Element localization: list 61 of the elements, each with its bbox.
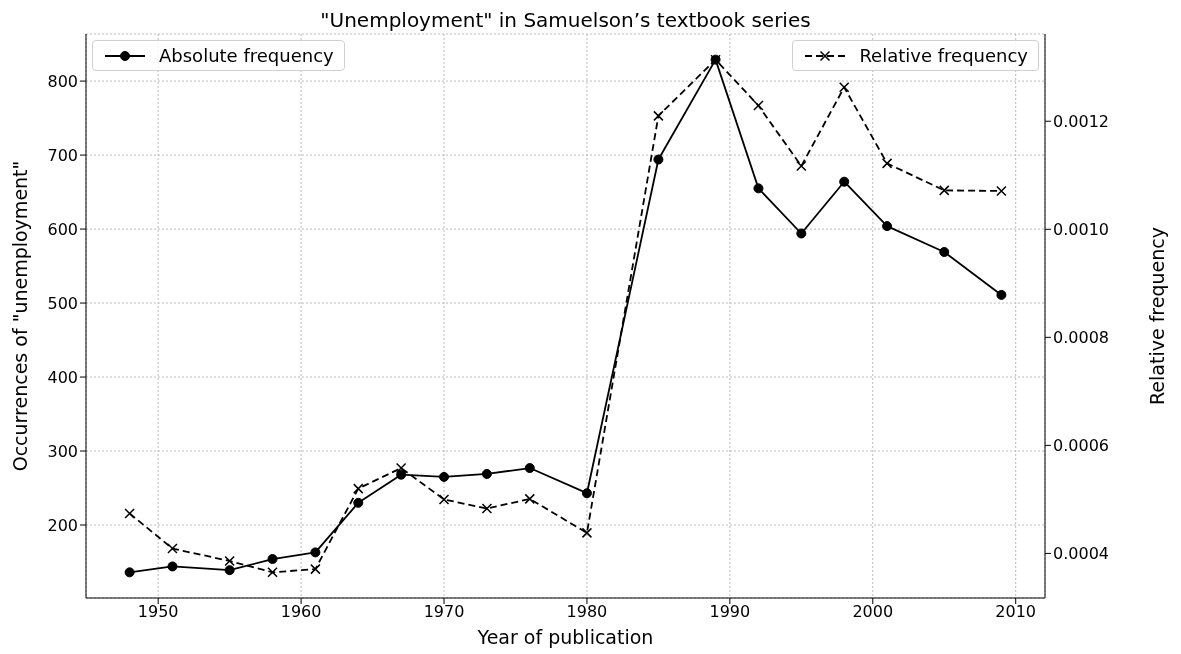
point bbox=[524, 493, 536, 505]
point bbox=[267, 567, 278, 578]
point bbox=[796, 160, 807, 172]
x-tick-label: 1990 bbox=[709, 602, 751, 622]
point bbox=[481, 468, 492, 479]
point bbox=[267, 554, 278, 565]
point bbox=[124, 508, 135, 519]
y-tick-label: 600 bbox=[47, 219, 78, 239]
point bbox=[481, 503, 493, 514]
point bbox=[438, 494, 450, 505]
legend-label: Relative frequency bbox=[859, 45, 1028, 66]
point bbox=[882, 221, 893, 232]
point bbox=[310, 563, 321, 575]
point bbox=[439, 471, 450, 482]
chart-title: "Unemployment" in Samuelson’s textbook series bbox=[319, 8, 812, 32]
point bbox=[653, 154, 664, 165]
y2-tick-label: 0.0004 bbox=[1053, 544, 1109, 564]
x-tick-label: 2010 bbox=[995, 602, 1037, 622]
x-tick-label: 1950 bbox=[137, 602, 179, 622]
y2-axis-title: Relative frequency bbox=[1145, 227, 1168, 405]
point bbox=[310, 547, 321, 558]
point bbox=[224, 555, 235, 567]
y-tick-label: 300 bbox=[47, 441, 78, 461]
y-tick-label: 700 bbox=[47, 145, 78, 165]
point bbox=[124, 567, 135, 578]
point bbox=[839, 176, 850, 187]
point bbox=[167, 561, 178, 572]
point bbox=[524, 463, 535, 474]
y-tick-label: 800 bbox=[47, 71, 78, 91]
y-axis-title: Occurrences of "unemployment" bbox=[8, 160, 31, 472]
y-tick-label: 500 bbox=[47, 293, 78, 313]
point bbox=[395, 462, 407, 474]
point bbox=[939, 247, 950, 257]
x-tick-label: 1980 bbox=[566, 602, 608, 622]
point bbox=[353, 483, 364, 494]
point bbox=[881, 158, 893, 169]
point bbox=[396, 469, 407, 480]
point bbox=[838, 81, 850, 93]
point bbox=[167, 543, 178, 554]
x-tick-label: 1960 bbox=[280, 602, 322, 622]
point bbox=[938, 185, 950, 196]
y2-tick-label: 0.0010 bbox=[1053, 219, 1109, 239]
point bbox=[353, 497, 364, 508]
point bbox=[753, 183, 764, 194]
point bbox=[581, 488, 592, 499]
legend-label: Absolute frequency bbox=[159, 45, 334, 66]
y2-tick-label: 0.0008 bbox=[1053, 328, 1109, 348]
y2-tick-label: 0.0012 bbox=[1053, 111, 1109, 131]
point bbox=[224, 565, 235, 576]
point bbox=[996, 289, 1007, 300]
x-tick-label: 1970 bbox=[423, 602, 465, 622]
x-tick-label: 2000 bbox=[852, 602, 894, 622]
y-tick-label: 400 bbox=[47, 367, 78, 387]
point bbox=[581, 527, 593, 539]
point bbox=[796, 228, 807, 239]
y-tick-label: 200 bbox=[47, 515, 78, 535]
x-axis-title: Year of publication bbox=[476, 626, 654, 648]
point bbox=[653, 110, 664, 122]
point bbox=[753, 100, 764, 111]
point bbox=[996, 185, 1007, 197]
y2-tick-label: 0.0006 bbox=[1053, 436, 1109, 456]
